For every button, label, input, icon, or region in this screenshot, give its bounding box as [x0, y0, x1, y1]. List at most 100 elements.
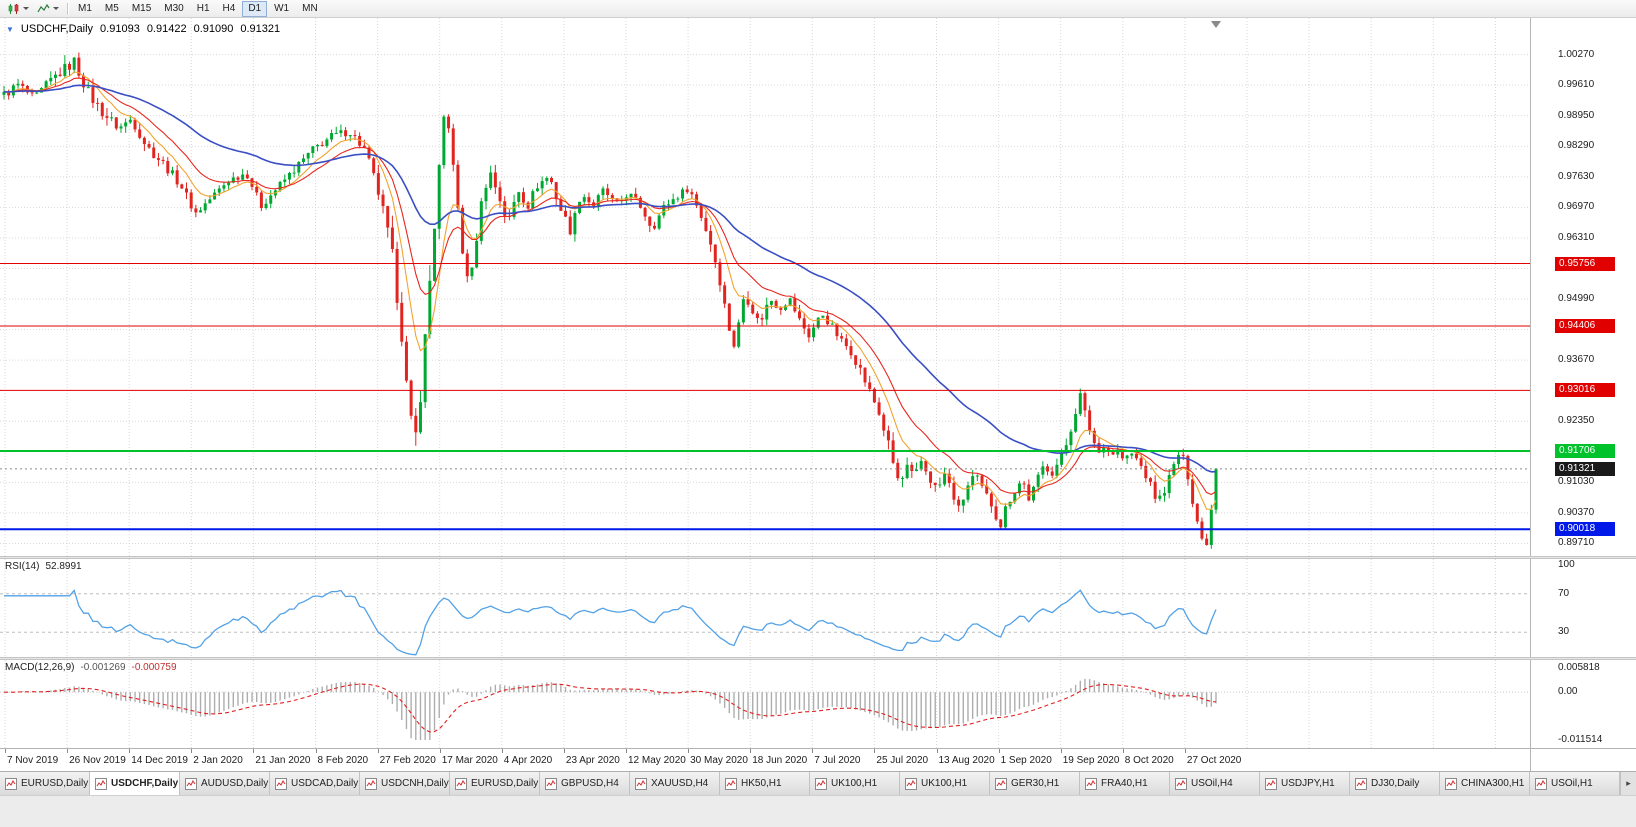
tab-label: AUDUSD,Daily — [201, 778, 269, 789]
close-value: 0.91321 — [240, 23, 281, 35]
date-label: 8 Feb 2020 — [317, 755, 369, 766]
timeframe-button-m5[interactable]: M5 — [104, 2, 119, 14]
timeframe-button-h4[interactable]: H4 — [222, 2, 236, 14]
mini-chart-icon — [1175, 777, 1187, 790]
date-label: 2 Jan 2020 — [193, 755, 243, 766]
date-label: 21 Jan 2020 — [255, 755, 311, 766]
mini-chart-icon — [95, 777, 107, 790]
date-label: 4 Apr 2020 — [503, 755, 553, 766]
dropdown-caret-icon — [23, 7, 29, 10]
resistance-price-label: 0.94406 — [1555, 319, 1615, 334]
rsi-axis-label: 100 — [1558, 559, 1575, 570]
timeframe-button-w1[interactable]: W1 — [274, 2, 290, 14]
chart-tab-china300-h1[interactable]: CHINA300,H1 — [1440, 772, 1530, 795]
price-axis-label: 0.97630 — [1558, 170, 1595, 182]
chart-tab-usoil-h1[interactable]: USOil,H1 — [1530, 772, 1620, 795]
timeframe-button-mn[interactable]: MN — [302, 2, 318, 14]
tab-label: GER30,H1 — [1011, 778, 1060, 789]
mini-chart-icon — [1535, 777, 1547, 790]
date-label: 30 May 2020 — [690, 755, 748, 766]
macd-main-value: -0.001269 — [80, 662, 126, 673]
time-axis-tick — [998, 749, 1000, 753]
line-chart-button[interactable] — [33, 1, 63, 17]
collapse-arrow-icon[interactable]: ▼ — [6, 24, 14, 34]
rsi-axis[interactable]: 100 70 30 — [1530, 559, 1636, 657]
price-axis-label: 0.92350 — [1558, 415, 1595, 427]
price-axis-label: 0.91030 — [1558, 476, 1595, 488]
chart-tab-usdchf-daily[interactable]: USDCHF,Daily — [90, 772, 180, 795]
tab-label: CHINA300,H1 — [1461, 778, 1525, 789]
chart-type-button[interactable] — [3, 1, 33, 17]
date-label: 14 Dec 2019 — [131, 755, 188, 766]
date-label: 27 Oct 2020 — [1186, 755, 1242, 766]
chart-tab-usdcnh-daily[interactable]: USDCNH,Daily — [360, 772, 450, 795]
chart-tab-gbpusd-h4[interactable]: GBPUSD,H4 — [540, 772, 630, 795]
low-value: 0.91090 — [193, 23, 234, 35]
timeframe-button-m1[interactable]: M1 — [78, 2, 92, 14]
time-axis-tick — [67, 749, 69, 753]
macd-name: MACD(12,26,9) — [5, 662, 75, 673]
mini-chart-icon — [635, 777, 647, 790]
symbol-period-label: USDCHF,Daily — [20, 23, 94, 35]
support-price-label: 0.90018 — [1555, 522, 1615, 537]
date-label: 19 Sep 2020 — [1062, 755, 1120, 766]
line-chart-icon — [37, 3, 50, 12]
chart-shift-marker-icon[interactable] — [1211, 21, 1221, 28]
chart-tab-audusd-daily[interactable]: AUDUSD,Daily — [180, 772, 270, 795]
chart-tab-bar: EURUSD,Daily USDCHF,Daily AUDUSD,Daily USDC… — [0, 771, 1636, 795]
chart-tab-ger30-h1[interactable]: GER30,H1 — [990, 772, 1080, 795]
chart-tab-usoil-h4[interactable]: USOil,H4 — [1170, 772, 1260, 795]
mini-chart-icon — [905, 777, 917, 790]
rsi-header: RSI(14) 52.8991 — [5, 561, 82, 572]
timeframe-button-d1[interactable]: D1 — [242, 0, 268, 17]
time-axis-tick — [129, 749, 131, 753]
macd-signal-value: -0.000759 — [131, 662, 177, 673]
price-axis[interactable]: 1.00270 0.99610 0.98950 0.98290 0.97630 0.969… — [1530, 18, 1636, 556]
time-axis-tick — [191, 749, 193, 753]
tab-label: XAUUSD,H4 — [651, 778, 709, 789]
mini-chart-icon — [815, 777, 827, 790]
chart-tab-uk100-h1[interactable]: UK100,H1 — [900, 772, 990, 795]
time-axis-tick — [377, 749, 379, 753]
date-label: 13 Aug 2020 — [938, 755, 995, 766]
timeframe-button-h1[interactable]: H1 — [196, 2, 210, 14]
price-axis-label: 1.00270 — [1558, 48, 1595, 60]
date-label: 26 Nov 2019 — [69, 755, 126, 766]
timeframe-button-m30[interactable]: M30 — [164, 2, 184, 14]
time-axis-tick — [563, 749, 565, 753]
chart-tab-fra40-h1[interactable]: FRA40,H1 — [1080, 772, 1170, 795]
chart-tab-xauusd-h4[interactable]: XAUUSD,H4 — [630, 772, 720, 795]
time-axis[interactable]: 7 Nov 2019 26 Nov 2019 14 Dec 2019 2 Jan 20… — [0, 748, 1636, 771]
date-label: 8 Oct 2020 — [1124, 755, 1174, 766]
time-axis-tick — [315, 749, 317, 753]
macd-indicator-chart[interactable] — [0, 660, 1530, 748]
rsi-indicator-chart[interactable] — [0, 559, 1530, 657]
tab-label: UK100,H1 — [831, 778, 878, 789]
chart-tab-hk50-h1[interactable]: HK50,H1 — [720, 772, 810, 795]
pane-splitter[interactable] — [0, 556, 1636, 559]
tab-scroll-right-button[interactable]: ▸ — [1620, 772, 1636, 795]
tab-label: GBPUSD,H4 — [561, 778, 619, 789]
chart-tab-eurusd-daily[interactable]: EURUSD,Daily — [450, 772, 540, 795]
chart-tab-dj30-daily[interactable]: DJ30,Daily — [1350, 772, 1440, 795]
chart-tab-eurusd-daily[interactable]: EURUSD,Daily — [0, 772, 90, 795]
tab-label: DJ30,Daily — [1371, 778, 1420, 789]
pane-splitter-2[interactable] — [0, 657, 1636, 660]
pivot-price-label: 0.91706 — [1555, 444, 1615, 459]
tab-label: USOil,H4 — [1191, 778, 1233, 789]
price-axis-label: 0.94990 — [1558, 293, 1595, 304]
tab-label: FRA40,H1 — [1101, 778, 1148, 789]
chart-tab-usdcad-daily[interactable]: USDCAD,Daily — [270, 772, 360, 795]
chart-tab-usdjpy-h1[interactable]: USDJPY,H1 — [1260, 772, 1350, 795]
price-chart[interactable] — [0, 18, 1530, 556]
resistance-price-label: 0.93016 — [1555, 383, 1615, 398]
time-axis-tick — [936, 749, 938, 753]
chart-tab-uk100-h1[interactable]: UK100,H1 — [810, 772, 900, 795]
mini-chart-icon — [1355, 777, 1367, 790]
timeframe-button-m15[interactable]: M15 — [131, 2, 152, 14]
macd-axis[interactable]: 0.005818 0.00 -0.011514 — [1530, 660, 1636, 748]
price-axis-label: 0.96310 — [1558, 231, 1595, 243]
mini-chart-icon — [275, 777, 287, 790]
time-axis-tick — [812, 749, 814, 753]
price-axis-label: 0.98950 — [1558, 109, 1595, 121]
